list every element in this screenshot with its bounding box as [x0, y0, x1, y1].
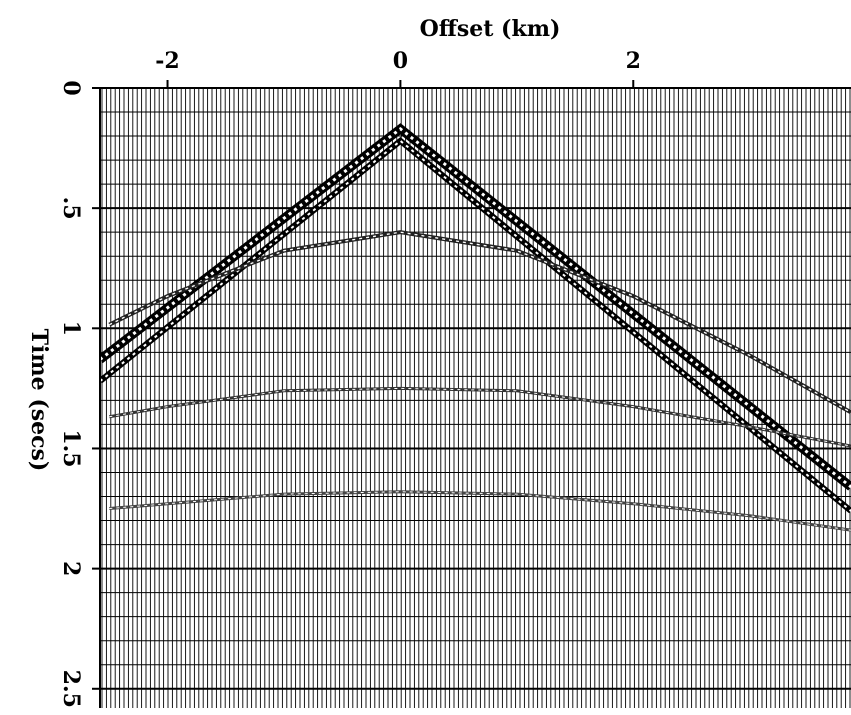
event-wiggle [100, 139, 851, 512]
event-wiggle [109, 491, 851, 531]
plot-area [100, 88, 851, 708]
event-wiggle [100, 126, 851, 489]
event-wiggle [109, 231, 851, 414]
y-tick-label: 2.5 [58, 670, 84, 708]
y-tick-label: 0 [58, 80, 84, 95]
y-tick-label: .5 [58, 197, 84, 220]
y-axis-label: Time (secs) [26, 329, 52, 472]
y-tick-label: 1 [58, 321, 84, 336]
y-tick-label: 1.5 [58, 429, 84, 467]
x-axis-label: Offset (km) [420, 16, 561, 42]
x-tick-label: 0 [393, 48, 408, 74]
event [100, 137, 851, 514]
x-tick-label: 2 [626, 48, 641, 74]
y-tick-label: 2 [58, 561, 84, 576]
event [100, 123, 851, 491]
x-tick-label: -2 [155, 48, 179, 74]
event-wiggle [109, 387, 851, 447]
